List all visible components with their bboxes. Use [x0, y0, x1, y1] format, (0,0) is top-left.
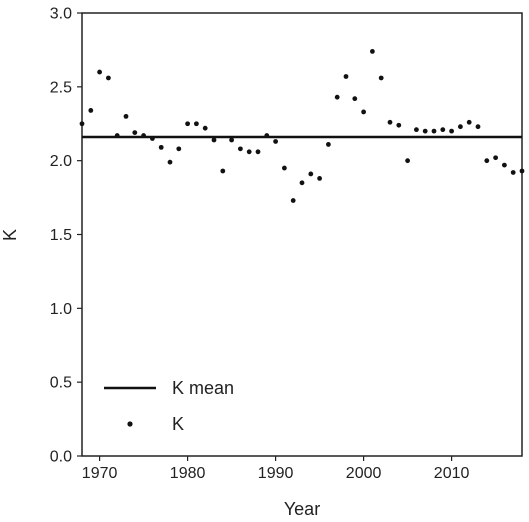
- k-data-point: [484, 158, 490, 164]
- k-data-point: [431, 128, 437, 134]
- plot-frame: [81, 12, 523, 457]
- k-data-point: [414, 127, 419, 133]
- k-data-point: [88, 108, 94, 113]
- legend-point-marker: [127, 421, 133, 427]
- k-data-point: [422, 128, 428, 134]
- k-data-point: [378, 75, 384, 81]
- k-data-point: [334, 94, 340, 100]
- x-tick-label: 1970: [82, 465, 118, 482]
- k-data-point: [79, 121, 85, 127]
- k-data-point: [194, 121, 199, 127]
- y-axis-label: K: [0, 229, 20, 241]
- y-axis-ticks: 0.0 0.5 1.0 1.5 2.0 2.5 3.0: [50, 6, 82, 466]
- x-axis-label: Year: [284, 499, 320, 519]
- k-data-point: [273, 139, 278, 144]
- k-data-point: [123, 113, 129, 119]
- k-data-point: [466, 119, 472, 125]
- k-data-point: [326, 142, 331, 147]
- x-tick-label: 2000: [346, 465, 382, 482]
- k-data-point: [158, 144, 164, 150]
- y-tick-label: 2.0: [50, 153, 72, 170]
- y-tick-label: 1.0: [50, 301, 72, 318]
- k-data-point: [502, 162, 507, 168]
- k-data-point: [510, 170, 516, 175]
- x-tick-label: 1990: [258, 465, 294, 482]
- k-data-point: [440, 127, 446, 133]
- x-tick-label: 2010: [434, 465, 470, 482]
- k-data-point: [150, 136, 155, 141]
- k-data-point: [370, 48, 375, 54]
- k-data-point: [317, 175, 322, 181]
- x-tick-label: 1980: [170, 465, 206, 482]
- k-data-point: [238, 146, 243, 152]
- k-data-point: [308, 171, 314, 177]
- k-data-point: [185, 121, 191, 127]
- y-tick-label: 0.5: [50, 375, 72, 392]
- k-data-point: [449, 128, 454, 134]
- legend-mean-label: K mean: [172, 378, 234, 398]
- k-data-point: [493, 155, 498, 161]
- k-data-point: [290, 198, 296, 203]
- k-data-point: [343, 74, 349, 79]
- y-tick-label: 3.0: [50, 6, 72, 23]
- k-data-point: [282, 165, 287, 171]
- k-data-point: [202, 125, 208, 131]
- k-data-point: [97, 69, 102, 75]
- k-data-point: [396, 122, 402, 128]
- k-data-point: [299, 180, 305, 186]
- k-data-point: [114, 133, 120, 138]
- points-layer: [79, 48, 525, 203]
- k-data-point: [255, 149, 261, 155]
- k-data-point: [458, 124, 463, 130]
- x-axis-ticks: 1970 1980 1990 2000 2010: [82, 456, 470, 482]
- k-data-point: [141, 133, 147, 138]
- k-data-point: [387, 119, 393, 125]
- k-data-point: [167, 159, 173, 165]
- k-data-point: [132, 130, 138, 136]
- k-data-point: [211, 137, 217, 143]
- k-data-point: [176, 146, 182, 152]
- k-data-point: [475, 124, 481, 130]
- k-data-point: [106, 75, 111, 81]
- k-data-point: [246, 149, 252, 155]
- legend-series-label: K: [172, 414, 184, 434]
- legend: K mean K: [104, 378, 234, 434]
- k-data-point: [405, 158, 410, 164]
- k-data-point: [220, 168, 226, 174]
- k-data-point: [229, 137, 235, 143]
- y-tick-label: 1.5: [50, 227, 72, 244]
- y-tick-label: 2.5: [50, 79, 72, 96]
- k-data-point: [264, 133, 270, 138]
- k-data-point: [352, 96, 358, 102]
- k-data-point: [519, 168, 525, 174]
- k-data-point: [361, 109, 366, 115]
- y-tick-label: 0.0: [50, 449, 72, 466]
